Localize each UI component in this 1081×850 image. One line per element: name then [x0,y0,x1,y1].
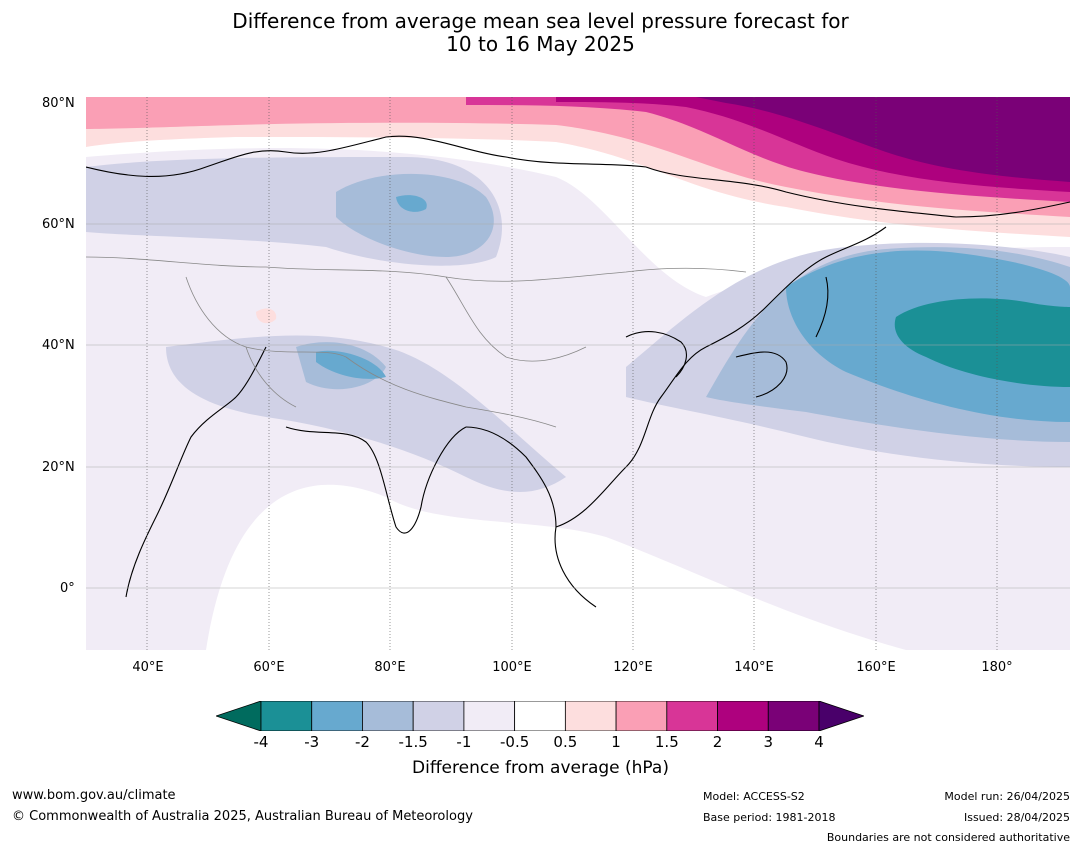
anomaly-region-lavender-central [166,335,566,492]
map-title: Difference from average mean sea level p… [0,10,1081,56]
anomaly-region-light-lavender-west [86,469,219,650]
colorbar-tick-label: 1 [611,733,621,751]
anomaly-region-purple [696,97,1070,182]
lat-label-80n: 80°N [42,96,75,111]
colorbar-tick-label: -0.5 [499,733,530,751]
lon-label-100e: 100°E [492,660,532,675]
coastlines [86,135,1070,608]
graticule [146,97,998,650]
website-link[interactable]: www.bom.gov.au/climate [12,788,176,803]
lon-label-60e: 60°E [253,660,285,675]
colorbar-segment [463,701,516,731]
colorbar-segment [311,701,363,731]
copyright-text: © Commonwealth of Australia 2025, Austra… [12,809,473,824]
colorbar-tick-label: 3 [763,733,774,751]
colorbar [216,701,864,731]
colorbar-segment [666,701,718,731]
colorbar-tick-label: -4 [253,733,269,751]
boundaries-disclaimer: Boundaries are not considered authoritat… [826,831,1070,844]
colorbar-tick-label: 0.5 [553,733,578,751]
colorbar-tick-label: 2 [712,733,723,751]
colorbar-segment [767,701,820,731]
latitude-lines [86,223,1070,589]
anomaly-region-blue-north [396,195,427,212]
model-run-date: Model run: 26/04/2025 [944,790,1070,803]
anomaly-region-small-pink [256,308,277,324]
lat-label-0: 0° [60,581,75,596]
colorbar-extend-low [216,701,262,731]
colorbar-tick-label: 1.5 [654,733,679,751]
colorbar-segment [717,701,769,731]
anomaly-region-greyblue-north [336,173,494,257]
title-line-2: 10 to 16 May 2025 [446,32,635,56]
lon-label-40e: 40°E [132,660,164,675]
colorbar-tick-label: 4 [814,733,824,751]
colorbar-extend-high [818,701,864,731]
title-line-1: Difference from average mean sea level p… [232,9,849,33]
lon-label-140e: 140°E [734,660,774,675]
anomaly-region-teal-east [894,298,1070,387]
lon-label-80e: 80°E [374,660,406,675]
colorbar-segment [514,701,566,731]
lon-label-160e: 160°E [856,660,896,675]
colorbar-tick-label: -3 [304,733,320,751]
colorbar-segment [615,701,668,731]
lon-label-180: 180° [981,660,1013,675]
colorbar-tick-label: -2 [354,733,370,751]
colorbar-tick-label: -1.5 [398,733,428,751]
colorbar-label: Difference from average (hPa) [412,758,669,778]
pressure-anomaly-map [86,97,1070,650]
colorbar-segment [260,701,313,731]
colorbar-segment [362,701,414,731]
base-period: Base period: 1981-2018 [703,811,836,824]
colorbar-segment [564,701,617,731]
issued-date: Issued: 28/04/2025 [963,811,1070,824]
country-boundaries [86,256,747,428]
colorbar-segment [412,701,465,731]
model-name: Model: ACCESS-S2 [703,790,805,803]
lat-label-20n: 20°N [42,460,75,475]
lon-label-120e: 120°E [613,660,653,675]
lat-label-40n: 40°N [42,338,75,353]
lat-label-60n: 60°N [42,217,75,232]
colorbar-tick-label: -1 [456,733,472,751]
